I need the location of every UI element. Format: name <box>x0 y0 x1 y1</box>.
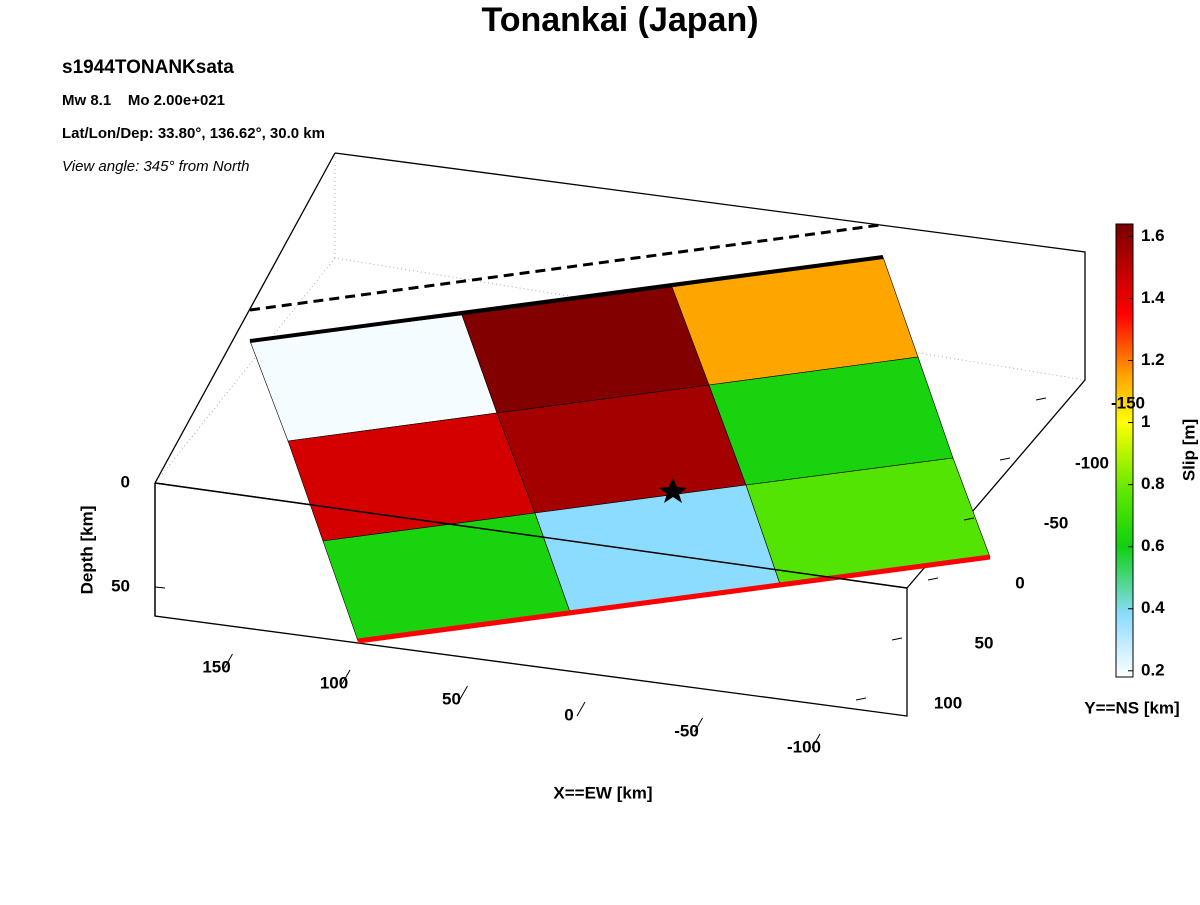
colorbar-tick-label: 1.2 <box>1141 350 1165 369</box>
event-name: s1944TONANKsata <box>62 57 234 78</box>
x-tick-label: 100 <box>320 673 348 692</box>
colorbar <box>1115 223 1134 678</box>
x-axis-label: X==EW [km] <box>553 783 652 802</box>
colorbar-tick-label: 0.8 <box>1141 474 1165 493</box>
x-tick <box>224 653 233 669</box>
y-tick-label: -150 <box>1111 393 1145 412</box>
x-tick-label: 50 <box>442 689 461 708</box>
x-tick <box>459 685 468 701</box>
x-tick-label: -100 <box>787 737 821 756</box>
y-tick-label: 100 <box>934 693 962 712</box>
colorbar-tick-label: 1.6 <box>1141 226 1165 245</box>
y-tick-label: 0 <box>1015 573 1024 592</box>
chart-title: Tonankai (Japan) <box>481 1 758 39</box>
y-tick-label: -50 <box>1044 513 1069 532</box>
y-tick-label: 50 <box>975 633 994 652</box>
magnitude: Mw 8.1 Mo 2.00e+021 <box>62 92 225 109</box>
colorbar-tick-label: 1 <box>1141 412 1150 431</box>
y-axis-label: Y==NS [km] <box>1084 698 1179 717</box>
y-tick <box>999 457 1011 461</box>
x-tick <box>811 733 821 749</box>
colorbar-tick-label: 0.6 <box>1141 536 1165 555</box>
fault-bottom <box>357 554 991 644</box>
y-tick-label: -100 <box>1075 453 1109 472</box>
y-tick <box>891 637 903 641</box>
x-tick <box>576 701 586 717</box>
y-tick <box>1035 397 1047 401</box>
z-tick <box>154 586 166 589</box>
view-angle: View angle: 345° from North <box>62 158 250 175</box>
z-tick <box>154 482 166 485</box>
x-tick <box>694 717 703 733</box>
axis-line <box>154 482 908 589</box>
y-tick <box>963 517 975 521</box>
x-tick-label: -50 <box>674 721 699 740</box>
x-tick <box>341 669 351 685</box>
x-tick-label: 150 <box>202 657 230 676</box>
y-tick <box>927 577 939 581</box>
trench-line <box>249 223 881 312</box>
z-axis-label: Depth [km] <box>77 506 96 595</box>
colorbar-tick-label: 0.2 <box>1141 660 1165 679</box>
colorbar-tick-label: 1.4 <box>1141 288 1165 307</box>
y-tick <box>855 697 867 701</box>
z-tick-label: 50 <box>111 576 130 595</box>
epicenter <box>659 478 687 503</box>
location: Lat/Lon/Dep: 33.80°, 136.62°, 30.0 km <box>62 125 325 142</box>
z-tick-label: 0 <box>121 472 130 491</box>
x-tick-label: 0 <box>564 705 573 724</box>
colorbar-tick-label: 0.4 <box>1141 598 1165 617</box>
fault-top <box>249 255 884 343</box>
colorbar-label: Slip [m] <box>1179 419 1198 481</box>
